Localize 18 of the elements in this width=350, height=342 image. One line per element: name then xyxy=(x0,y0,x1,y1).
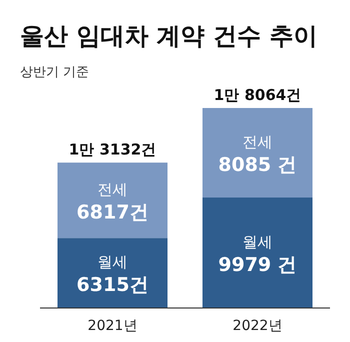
total-label: 1만 3132건 xyxy=(68,140,156,159)
x-tick-label: 2022년 xyxy=(232,318,282,334)
data-label: 8085 건 xyxy=(218,154,297,176)
chart-title: 울산 임대차 계약 건수 추이 xyxy=(20,22,318,50)
data-label: 6817건 xyxy=(76,201,148,224)
data-label: 9979 건 xyxy=(218,254,297,276)
chart-subtitle: 상반기 기준 xyxy=(20,65,90,80)
total-label: 1만 8064건 xyxy=(214,86,302,104)
bar xyxy=(58,162,168,238)
data-label: 6315건 xyxy=(76,274,148,296)
bar xyxy=(202,108,312,198)
series-label: 월세 xyxy=(98,253,128,272)
bar xyxy=(58,238,168,308)
text: 전세 xyxy=(242,132,272,151)
series-label: 전세 xyxy=(98,180,128,198)
text: 월세 xyxy=(242,232,272,251)
x-tick-label: 2021년 xyxy=(88,318,138,334)
bar xyxy=(202,198,312,308)
